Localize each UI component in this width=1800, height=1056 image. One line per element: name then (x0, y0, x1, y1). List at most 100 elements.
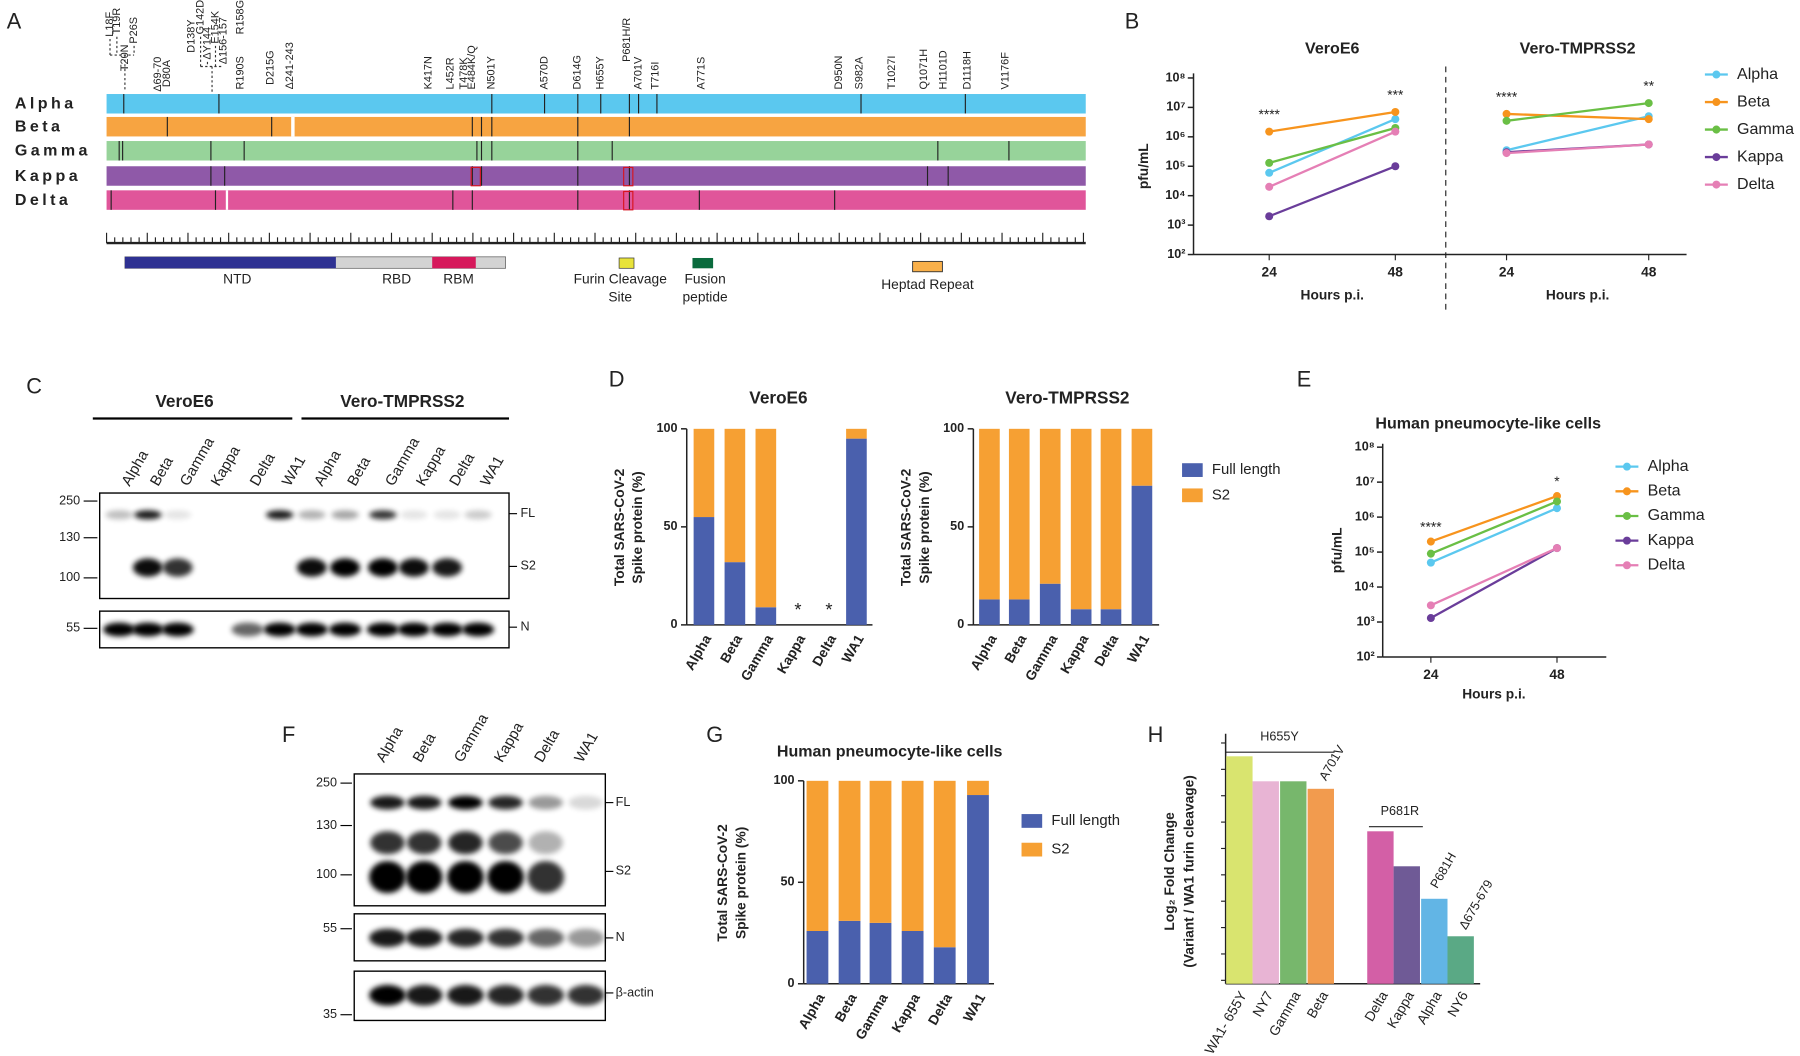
bar-segment (967, 795, 989, 984)
lane-label: Alpha (312, 447, 345, 489)
mutation-label: Δ241-243 (284, 42, 296, 89)
y-tick-label: 100 (657, 421, 678, 435)
mutation-label: K417N (423, 56, 435, 89)
significance: **** (1496, 89, 1518, 104)
x-tick-label: Beta (832, 991, 860, 1025)
blot-band (162, 558, 193, 577)
data-point (1265, 168, 1274, 177)
y-tick-label: 10³ (1167, 217, 1185, 231)
domain-label: Furin Cleavage (574, 271, 668, 286)
variant-bar (106, 141, 1086, 161)
y-axis-label: Spike protein (%) (630, 471, 645, 583)
lane-label: Delta (247, 450, 279, 489)
blot-band (296, 558, 327, 577)
legend-swatch (1712, 153, 1721, 162)
lane-label: WA1 (478, 454, 508, 489)
mutation-label: D138Y (185, 19, 197, 53)
blot-band (528, 795, 563, 810)
y-tick-label: 0 (957, 617, 964, 631)
x-tick-label: Kappa (889, 991, 923, 1035)
panel-label: D (609, 366, 625, 391)
bar-segment (1070, 428, 1092, 610)
y-axis-label: Total SARS-CoV-2 (612, 468, 627, 586)
y-tick-label: 100 (773, 773, 794, 787)
x-tick-label: 48 (1549, 667, 1565, 682)
lane-label: Beta (345, 454, 375, 489)
y-axis-label: pfu/mL (1330, 527, 1345, 573)
mutation-label: A771S (696, 57, 708, 90)
bar-segment (979, 599, 1000, 625)
bar-segment (1039, 583, 1061, 625)
data-point (1391, 162, 1400, 171)
data-point (1426, 549, 1435, 558)
y-axis-label: Log₂ Fold Change (1162, 812, 1177, 931)
blot-band (567, 984, 605, 1006)
blot-band (369, 928, 406, 948)
legend-swatch (1712, 125, 1721, 134)
blot-band (331, 510, 359, 520)
blot-band (527, 984, 565, 1006)
mutation-label: T20N (119, 44, 131, 71)
variant-label: Beta (15, 118, 64, 136)
blot-band (265, 510, 294, 520)
legend-label: S2 (1212, 487, 1230, 503)
bar-segment (693, 517, 715, 625)
bar (1447, 936, 1474, 984)
band-label: S2 (616, 864, 631, 878)
mutation-label: L452R (444, 57, 456, 89)
annotation: H655Y (1260, 730, 1299, 744)
bar-segment (933, 947, 956, 984)
data-point (1552, 497, 1562, 506)
connector (200, 36, 224, 92)
mutation-label: T478K (458, 57, 470, 90)
domain-label: Site (608, 290, 632, 305)
mutation-label: E154K (209, 10, 221, 43)
lane-label: Beta (410, 730, 440, 765)
x-tick-label: Alpha (796, 991, 828, 1032)
bar-segment (838, 780, 861, 921)
blot-band (447, 984, 484, 1006)
y-axis-label: Spike protein (%) (917, 471, 932, 583)
bar-segment (1131, 428, 1153, 486)
y-tick-label: 10³ (1356, 614, 1374, 628)
y-tick-label: 10⁶ (1355, 509, 1375, 523)
data-point (1644, 115, 1653, 124)
variant-label: Kappa (15, 167, 81, 185)
legend-swatch (1712, 98, 1721, 107)
blot-band (263, 622, 296, 637)
legend-swatch (1021, 842, 1043, 857)
blot-band (448, 795, 483, 810)
annotation: P681R (1381, 804, 1420, 818)
x-axis-label: Hours p.i. (1546, 287, 1609, 302)
blot-band (367, 558, 398, 577)
bar (1280, 781, 1307, 984)
y-tick-label: 10⁴ (1165, 188, 1185, 202)
mw-marker: 35 (323, 1007, 337, 1021)
y-axis-label: pfu/mL (1136, 143, 1151, 189)
blot-band (298, 510, 326, 520)
series-line (1506, 143, 1649, 155)
significance: *** (1387, 88, 1404, 103)
blot-band (131, 622, 164, 637)
x-tick-label: Alpha (968, 632, 1000, 673)
data-point (1265, 127, 1274, 136)
y-tick-label: 10² (1167, 247, 1185, 261)
y-axis-label: Total SARS-CoV-2 (899, 468, 914, 586)
legend-label: Alpha (1737, 65, 1778, 83)
variant-bar (106, 166, 1086, 186)
blot-band (406, 831, 442, 855)
data-point (1391, 107, 1400, 116)
legend-label: Gamma (1648, 506, 1705, 524)
x-tick-label: 24 (1262, 265, 1278, 280)
data-point (1426, 537, 1435, 546)
blot-band (447, 861, 484, 894)
blot-band (231, 622, 264, 637)
blot-band (431, 622, 464, 637)
blot-band (134, 510, 162, 520)
mutation-label: A570D (538, 56, 550, 89)
mutation-label: S982A (854, 56, 866, 89)
x-axis-label: Hours p.i. (1301, 287, 1364, 302)
y-tick-label: 100 (943, 421, 964, 435)
mutation-label: T716I (650, 62, 662, 90)
legend-swatch (1712, 70, 1721, 79)
